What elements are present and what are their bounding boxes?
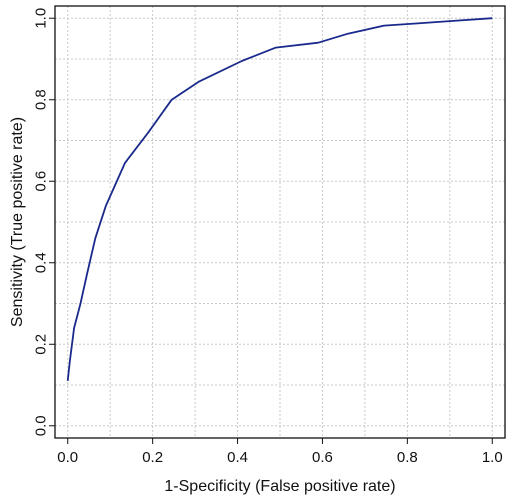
y-tick-label: 0.2: [33, 334, 50, 355]
y-tick-label: 0.6: [33, 171, 50, 192]
grid-lines: [55, 6, 505, 438]
x-axis-ticks: 0.0 0.2 0.4 0.6 0.8 1.0: [57, 438, 503, 466]
plot-frame: [54, 5, 506, 439]
roc-series: [66, 17, 493, 381]
y-tick-label: 0.4: [33, 252, 50, 273]
y-axis-ticks: 0.0 0.2 0.4 0.6 0.8 1.0: [33, 8, 55, 436]
x-tick-label: 0.0: [57, 449, 78, 466]
y-tick-label: 0.8: [33, 89, 50, 110]
y-tick-label: 1.0: [33, 8, 50, 29]
x-tick-label: 0.4: [227, 449, 248, 466]
y-tick-label: 0.0: [33, 415, 50, 436]
x-tick-label: 0.6: [312, 449, 333, 466]
x-axis-title: 1-Specificity (False positive rate): [164, 478, 395, 495]
x-tick-label: 0.8: [397, 449, 418, 466]
x-tick-label: 0.2: [142, 449, 163, 466]
y-axis-title: Sensitivity (True positive rate): [9, 117, 26, 327]
roc-curve: [66, 17, 493, 381]
x-tick-label: 1.0: [482, 449, 503, 466]
